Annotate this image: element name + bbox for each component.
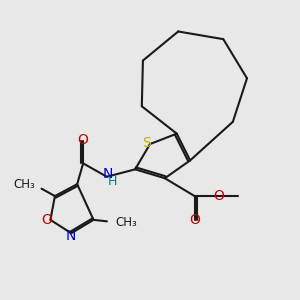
Text: CH₃: CH₃: [116, 216, 138, 229]
Text: O: O: [77, 134, 88, 148]
Text: N: N: [102, 167, 113, 181]
Text: O: O: [189, 213, 200, 227]
Text: CH₃: CH₃: [14, 178, 36, 191]
Text: O: O: [41, 213, 52, 227]
Text: N: N: [66, 229, 76, 243]
Text: O: O: [213, 189, 224, 203]
Text: S: S: [142, 136, 151, 150]
Text: H: H: [108, 175, 118, 188]
